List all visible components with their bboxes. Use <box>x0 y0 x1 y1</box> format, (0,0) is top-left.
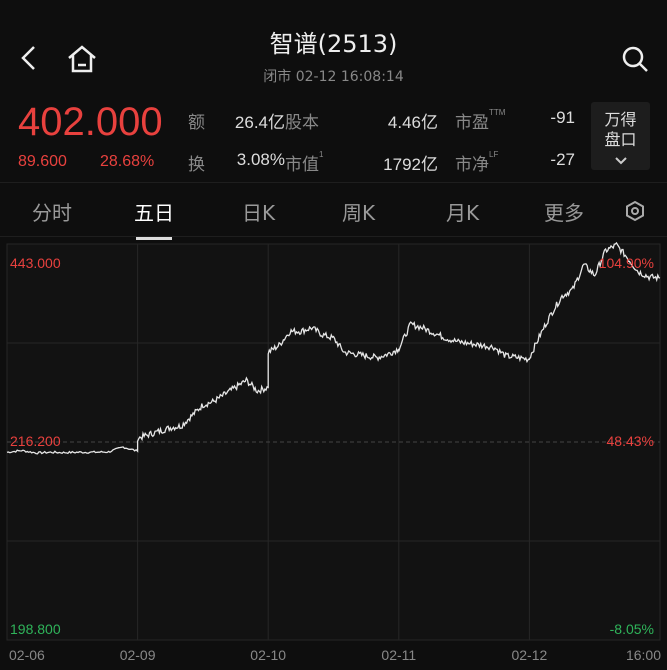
axis-label: 02-09 <box>120 647 156 663</box>
stat-label-text: 股本 <box>285 113 319 132</box>
axis-label: 02-11 <box>381 647 416 663</box>
stat-value: 26.4亿 <box>234 113 285 132</box>
stat-label: 股本 <box>285 108 319 133</box>
axis-label: -8.05% <box>610 621 654 637</box>
wind-order-book-button[interactable]: 万得 盘口 <box>591 102 650 170</box>
stat-value: 3.08% <box>236 150 285 169</box>
stat-label-text: 市值 <box>285 155 319 174</box>
axis-label: 216.200 <box>10 433 61 449</box>
page-title: 智谱(2513) <box>269 30 398 58</box>
stat-label: 市值1 <box>285 150 323 175</box>
stat-label: 额 <box>188 108 205 133</box>
chevron-left-icon[interactable] <box>18 44 40 72</box>
price-change: 89.600 <box>18 153 67 170</box>
stat-label-text: 市净 <box>455 155 489 174</box>
axis-label: 198.800 <box>10 621 61 637</box>
stat-label-text: 换 <box>188 155 205 174</box>
tab-1[interactable]: 五日 <box>134 197 174 240</box>
chart-tabs: 分时 五日 日K 周K 月K 更多 <box>0 182 667 240</box>
settings-icon[interactable] <box>624 200 646 222</box>
axis-label: 02-12 <box>511 647 547 663</box>
home-icon[interactable] <box>66 44 98 74</box>
axis-label: 02-10 <box>250 647 286 663</box>
axis-label: 104.90% <box>599 255 654 271</box>
stat-label-text: 市盈 <box>455 113 489 132</box>
header: 智谱(2513) 闭市 02-12 16:08:14 <box>0 0 667 95</box>
search-icon[interactable] <box>620 44 650 74</box>
stat-sup: TTM <box>489 108 506 117</box>
stat-label: 市盈TTM <box>455 108 505 133</box>
price-line <box>6 241 661 455</box>
tab-0[interactable]: 分时 <box>32 201 72 225</box>
axis-label: 443.000 <box>10 255 61 271</box>
price-change-pct: 28.68% <box>100 153 155 170</box>
stat-value: -91 <box>550 108 575 127</box>
stat-label-text: 额 <box>188 113 205 132</box>
tab-5[interactable]: 更多 <box>544 201 584 225</box>
chevron-down-icon <box>614 157 627 165</box>
tab-2[interactable]: 日K <box>242 201 276 225</box>
panel-label: 万得 <box>604 110 637 129</box>
market-status: 闭市 02-12 16:08:14 <box>263 69 404 85</box>
tab-3[interactable]: 周K <box>342 201 376 225</box>
stat-label: 市净LF <box>455 150 498 175</box>
stat-sup: 1 <box>319 150 324 159</box>
axis-label: 48.43% <box>607 433 654 449</box>
stat-value: -27 <box>550 150 575 169</box>
stat-label: 换 <box>188 150 205 175</box>
five-day-chart[interactable]: 443.000 216.200 198.800 104.90% 48.43% -8.05%… <box>0 240 667 670</box>
axis-label: 02-06 <box>9 647 45 663</box>
panel-label: 盘口 <box>604 130 637 149</box>
tab-4[interactable]: 月K <box>446 201 480 225</box>
stat-value: 4.46亿 <box>387 113 438 132</box>
stat-sup: LF <box>489 150 499 159</box>
last-price: 402.000 <box>18 100 163 144</box>
axis-label: 16:00 <box>626 647 661 663</box>
stat-value: 1792亿 <box>383 155 438 174</box>
